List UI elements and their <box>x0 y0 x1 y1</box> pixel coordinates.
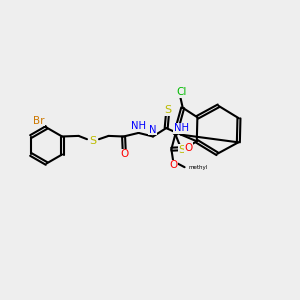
Text: O: O <box>169 160 178 170</box>
Text: NH: NH <box>174 123 189 133</box>
Text: methyl: methyl <box>188 165 207 170</box>
Text: N: N <box>149 125 156 135</box>
Text: Br: Br <box>33 116 45 126</box>
Text: S: S <box>178 145 185 155</box>
Text: NH: NH <box>131 121 146 131</box>
Text: Cl: Cl <box>176 87 186 97</box>
Text: O: O <box>185 143 193 153</box>
Text: S: S <box>164 105 171 115</box>
Text: S: S <box>89 136 97 146</box>
Text: O: O <box>120 149 128 159</box>
